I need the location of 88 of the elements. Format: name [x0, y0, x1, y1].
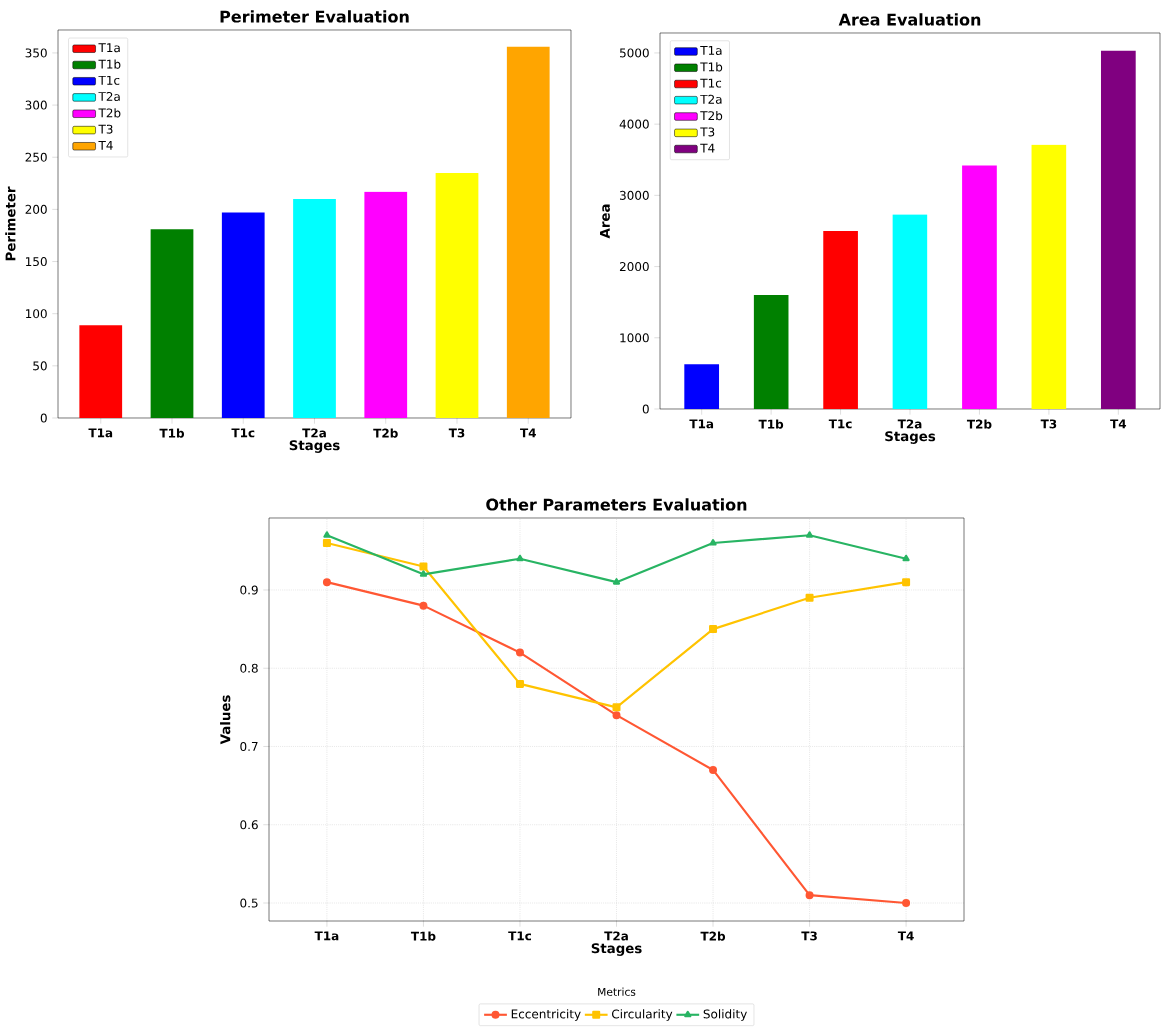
y-tick-label: 200 — [25, 204, 47, 214]
legend-label: T4 — [98, 140, 113, 150]
point — [902, 554, 910, 562]
legend-label: T1c — [98, 75, 120, 85]
x-tick-label: T1b — [758, 419, 784, 429]
y-tick-label: 1000 — [620, 333, 649, 343]
y-axis-title: Perimeter — [5, 186, 16, 261]
point — [902, 899, 911, 907]
x-tick-label: T1b — [159, 428, 185, 438]
x-tick-label: T1c — [828, 419, 852, 429]
point — [419, 570, 428, 577]
x-tick-label: T1b — [410, 931, 436, 941]
legend-label: T1a — [700, 46, 722, 56]
x-tick-label: T4 — [1110, 419, 1127, 429]
point — [323, 531, 331, 538]
legend-label: T2b — [700, 110, 723, 121]
point — [515, 648, 524, 657]
x-tick-label: T2a — [897, 419, 922, 429]
legend-label: T3 — [98, 124, 113, 134]
x-tick-label: T1a — [689, 419, 714, 429]
point — [322, 578, 331, 587]
x-tick-label: T2b — [373, 428, 398, 438]
y-tick-label: 2000 — [619, 262, 649, 272]
x-tick-label: T3 — [448, 428, 465, 438]
legend-label: T1b — [700, 62, 723, 72]
point — [805, 531, 814, 538]
y-tick-label: 0 — [40, 413, 47, 423]
point — [805, 891, 814, 900]
legend-label: T1a — [98, 43, 120, 53]
y-tick-label: 0.5 — [240, 898, 258, 908]
point — [419, 562, 428, 571]
x-tick-label: T2b — [966, 419, 992, 429]
y-axis-title: Values — [220, 695, 231, 745]
y-tick-label: 150 — [26, 257, 47, 267]
legend-label: Solidity — [703, 1009, 747, 1021]
y-tick-label: 5000 — [619, 48, 649, 58]
x-axis-title: Stages — [289, 440, 340, 453]
x-tick-label: T4 — [520, 428, 536, 438]
point — [419, 601, 428, 610]
point — [516, 554, 524, 562]
point — [709, 539, 717, 546]
x-tick-label: T2a — [604, 931, 628, 941]
x-tick-label: T1c — [231, 428, 255, 438]
chart-title: Area Evaluation — [838, 13, 981, 26]
point — [612, 703, 621, 712]
legend-title: Metrics — [598, 987, 636, 996]
y-tick-label: 0.9 — [240, 585, 258, 595]
x-tick-label: T3 — [1040, 419, 1057, 429]
x-tick-label: T2b — [700, 931, 726, 941]
point — [709, 625, 718, 634]
point — [515, 679, 524, 688]
y-axis-title: Area — [600, 204, 610, 239]
point — [902, 578, 911, 587]
point — [709, 765, 718, 774]
y-tick-label: 100 — [26, 309, 47, 319]
y-tick-label: 0.8 — [240, 663, 258, 673]
point — [322, 539, 331, 548]
legend-label: Eccentricity — [511, 1009, 581, 1021]
x-tick-label: T4 — [897, 931, 914, 941]
legend-label: T2a — [98, 91, 120, 102]
x-axis-title: Stages — [591, 943, 642, 956]
y-tick-label: 350 — [25, 48, 47, 58]
chart-title: Other Parameters Evaluation — [486, 498, 747, 511]
legend-label: T1c — [700, 78, 722, 88]
x-tick-label: T2a — [302, 428, 326, 438]
point — [612, 578, 621, 585]
y-tick-label: 0 — [642, 404, 649, 414]
y-tick-label: 50 — [33, 361, 47, 371]
x-tick-label: T1a — [88, 428, 113, 438]
y-tick-label: 4000 — [619, 119, 649, 129]
chart-title: Perimeter Evaluation — [220, 10, 409, 23]
legend-label: T3 — [700, 127, 715, 137]
legend-label: T4 — [700, 143, 715, 153]
legend-label: Circularity — [611, 1009, 673, 1021]
x-tick-label: T1a — [314, 931, 339, 941]
y-tick-label: 250 — [25, 152, 47, 162]
legend-label: T1b — [98, 59, 121, 69]
x-tick-label: T3 — [801, 931, 817, 941]
y-tick-label: 300 — [25, 100, 47, 110]
y-tick-label: 3000 — [619, 190, 649, 200]
point — [805, 593, 814, 602]
legend-label: T2a — [700, 94, 722, 104]
legend-label: T2b — [98, 108, 121, 118]
y-tick-label: 0.7 — [240, 741, 258, 752]
y-tick-label: 0.6 — [240, 820, 258, 830]
x-axis-title: Stages — [885, 431, 936, 444]
point — [612, 711, 621, 720]
x-tick-label: T1c — [508, 931, 531, 941]
